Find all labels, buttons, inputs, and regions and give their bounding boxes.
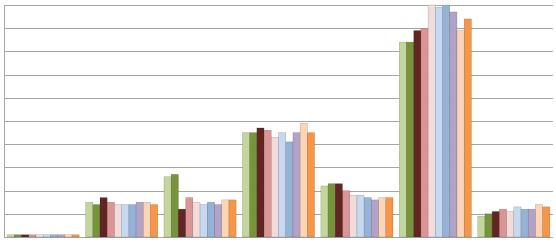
bar <box>356 194 365 238</box>
bar <box>221 199 230 238</box>
bar <box>121 204 130 238</box>
bar <box>114 204 122 238</box>
bar <box>271 136 279 238</box>
bar <box>214 204 222 238</box>
bar <box>406 41 414 238</box>
bar <box>484 213 493 238</box>
bar <box>199 204 208 238</box>
bar <box>320 185 329 238</box>
bar <box>256 127 265 238</box>
bar <box>228 199 237 238</box>
bar <box>192 201 201 238</box>
bar <box>207 201 215 238</box>
bar <box>299 123 308 238</box>
bar <box>249 132 258 238</box>
bar <box>278 132 286 238</box>
bar <box>413 30 422 238</box>
bar <box>143 201 151 238</box>
bar <box>477 215 486 238</box>
bar <box>385 197 394 238</box>
bar <box>442 4 451 238</box>
bar <box>242 132 250 238</box>
bar <box>342 190 350 238</box>
bar <box>420 27 429 238</box>
bar <box>64 234 73 238</box>
bar <box>435 7 443 238</box>
bar <box>463 18 472 238</box>
bar <box>535 204 543 238</box>
bar <box>449 11 458 238</box>
bar <box>92 204 101 238</box>
bar <box>42 234 51 238</box>
bar <box>378 197 387 238</box>
bar <box>185 197 194 238</box>
bar <box>128 204 137 238</box>
bar <box>163 176 172 238</box>
bar <box>349 194 358 238</box>
bar <box>35 234 44 238</box>
bar <box>170 174 179 238</box>
bar <box>14 234 22 238</box>
bar <box>527 208 536 238</box>
bar <box>491 211 500 238</box>
bar <box>427 4 436 238</box>
bar <box>520 208 529 238</box>
bar <box>363 197 372 238</box>
bar <box>285 141 294 238</box>
bar <box>50 234 58 238</box>
bar <box>371 199 379 238</box>
bar <box>456 30 465 238</box>
bar <box>506 211 515 238</box>
bar <box>327 183 336 238</box>
bar <box>6 234 15 238</box>
bar <box>28 234 37 238</box>
bar <box>71 234 80 238</box>
bar <box>542 206 551 238</box>
bar <box>335 183 343 238</box>
bar <box>178 208 186 238</box>
bar <box>307 132 315 238</box>
bar <box>57 234 66 238</box>
bar <box>499 208 507 238</box>
bar <box>85 201 94 238</box>
bar <box>150 204 158 238</box>
bar <box>399 41 407 238</box>
bar <box>99 197 108 238</box>
bar <box>292 132 301 238</box>
bar <box>263 130 272 238</box>
bar <box>106 201 115 238</box>
bar <box>513 206 522 238</box>
bar <box>135 201 144 238</box>
bar <box>21 234 30 238</box>
